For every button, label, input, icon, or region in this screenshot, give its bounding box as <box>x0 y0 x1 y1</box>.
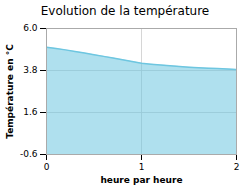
svg-text:2: 2 <box>234 162 240 172</box>
svg-text:Température en °C: Température en °C <box>5 44 15 139</box>
svg-text:0: 0 <box>44 162 50 172</box>
svg-text:1: 1 <box>139 162 145 172</box>
svg-text:heure par heure: heure par heure <box>100 175 182 185</box>
svg-text:6.0: 6.0 <box>23 23 38 33</box>
svg-text:1.6: 1.6 <box>23 107 38 117</box>
svg-text:-0.6: -0.6 <box>20 149 38 159</box>
html-text:Evolution de la température: Evolution de la température <box>40 4 210 18</box>
svg-text:3.8: 3.8 <box>23 65 38 75</box>
